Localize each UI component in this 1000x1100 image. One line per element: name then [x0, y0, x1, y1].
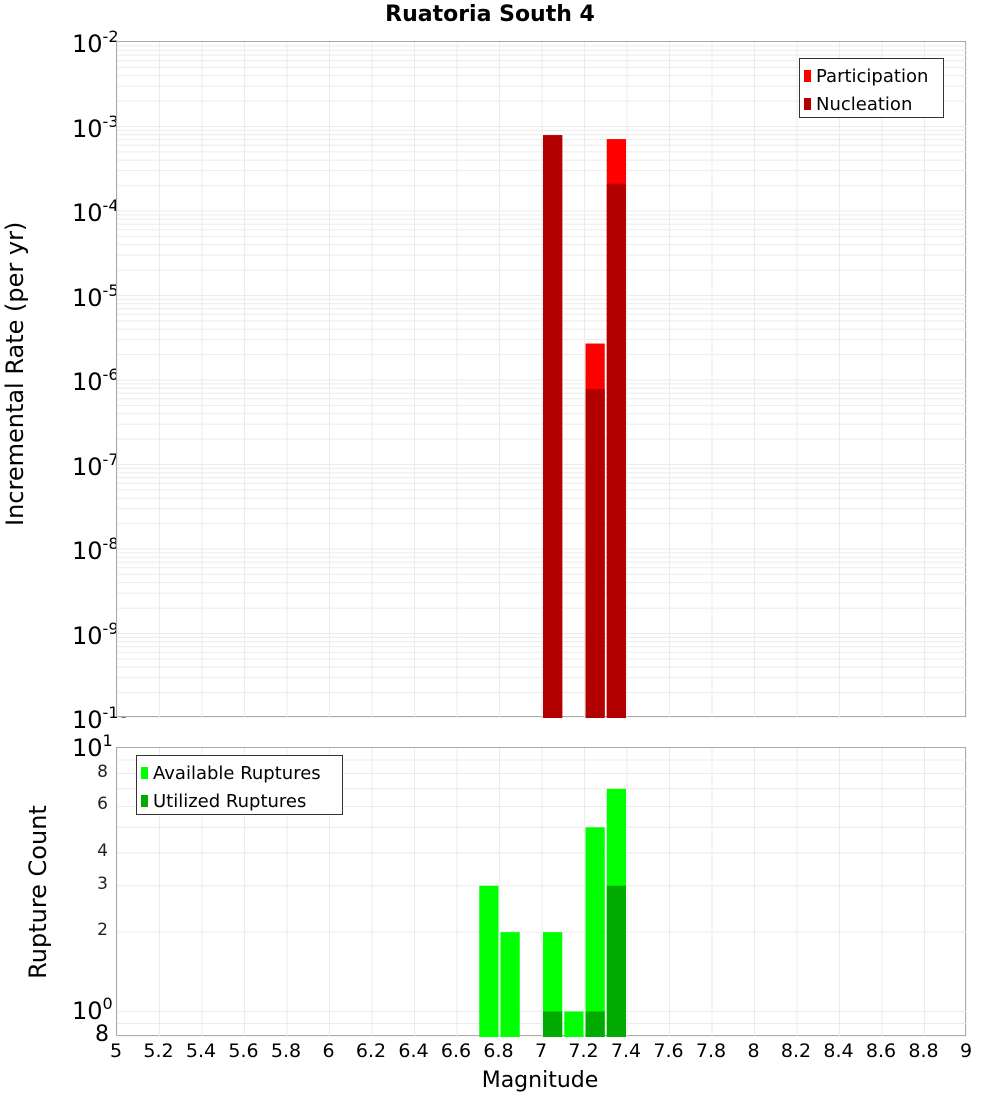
available-swatch-icon: [141, 767, 148, 779]
x-tick: 8: [747, 1040, 760, 1062]
x-tick: 7.4: [610, 1040, 642, 1062]
x-tick: 5: [109, 1040, 123, 1062]
x-tick: 7.6: [653, 1040, 684, 1062]
legend-item-available: Available Ruptures: [141, 759, 338, 787]
bottom-ytick: 3: [97, 873, 108, 894]
legend-item-nucleation: Nucleation: [804, 90, 939, 118]
top-plot-svg: [117, 42, 967, 718]
x-tick: 5.6: [228, 1040, 259, 1062]
legend-label-utilized: Utilized Ruptures: [153, 790, 307, 812]
top-ytick: 10-4: [72, 196, 119, 227]
bottom-ytick: 8: [97, 761, 108, 782]
legend-label-participation: Participation: [816, 65, 929, 87]
top-ytick: 10-7: [72, 449, 119, 481]
x-tick: 5.2: [143, 1040, 174, 1062]
legend-item-participation: Participation: [804, 62, 939, 90]
legend-item-utilized: Utilized Ruptures: [141, 787, 338, 815]
x-axis-label: Magnitude: [481, 1068, 599, 1093]
nucleation-bar: [543, 135, 563, 718]
tick-base: 10: [72, 734, 103, 762]
legend-label-available: Available Ruptures: [153, 762, 321, 784]
x-tick: 6.6: [440, 1040, 472, 1062]
participation-swatch-icon: [804, 70, 811, 82]
tick-exp: 1: [102, 731, 113, 750]
available-bar: [500, 932, 520, 1037]
nucleation-bar: [585, 389, 605, 718]
utilized-bar: [585, 1011, 605, 1037]
utilized-swatch-icon: [141, 795, 148, 807]
nucleation-bar: [606, 183, 626, 718]
x-tick: 6: [322, 1040, 335, 1062]
top-ytick: 10-3: [72, 111, 119, 143]
x-tick: 7.2: [568, 1040, 599, 1062]
top-plot-area: [116, 41, 967, 718]
x-tick: 9: [959, 1040, 973, 1062]
top-ytick: 10-2: [72, 27, 119, 58]
bottom-plot-area: [116, 747, 967, 1037]
x-tick: 6.4: [398, 1040, 429, 1062]
available-bar: [585, 827, 605, 1037]
nucleation-swatch-icon: [804, 98, 811, 110]
x-tick: 8.6: [865, 1040, 897, 1062]
x-tick: 5.4: [185, 1040, 217, 1062]
available-bar: [564, 1011, 584, 1037]
bottom-ytick: 2: [97, 920, 108, 941]
utilized-bar: [543, 1011, 563, 1037]
top-ytick: 10-6: [72, 365, 119, 396]
x-tick: 8.4: [823, 1040, 854, 1062]
top-ytick: 10-5: [72, 280, 119, 312]
bottom-ytick-10-0: 100: [72, 994, 113, 1025]
top-y-axis-label: Incremental Rate (per yr): [1, 221, 29, 526]
top-legend: Participation Nucleation: [799, 58, 944, 118]
bottom-ytick-8-bottom: 8: [95, 1022, 109, 1047]
x-tick: 6.2: [355, 1040, 387, 1062]
available-bar: [479, 885, 499, 1037]
bottom-ytick-10-1: 101: [72, 731, 113, 762]
available-bar: [543, 932, 563, 1037]
x-tick: 8.2: [780, 1040, 812, 1062]
utilized-bar: [606, 885, 626, 1037]
tick-base: 10: [72, 997, 103, 1025]
top-ytick: 10-8: [72, 534, 119, 565]
x-tick: 7.8: [695, 1040, 727, 1062]
bottom-ytick: 6: [97, 794, 108, 815]
x-tick: 8.8: [908, 1040, 939, 1062]
tick-exp: 0: [102, 994, 113, 1013]
top-ytick: 10-9: [72, 618, 119, 650]
chart-title: Ruatoria South 4: [385, 2, 595, 27]
bottom-ytick: 4: [97, 840, 108, 861]
x-tick: 7: [534, 1040, 548, 1062]
bottom-legend: Available Ruptures Utilized Ruptures: [136, 755, 343, 815]
x-tick: 6.8: [483, 1040, 514, 1062]
bottom-y-axis-label: Rupture Count: [24, 805, 52, 979]
legend-label-nucleation: Nucleation: [816, 93, 913, 115]
x-tick: 5.8: [270, 1040, 302, 1062]
